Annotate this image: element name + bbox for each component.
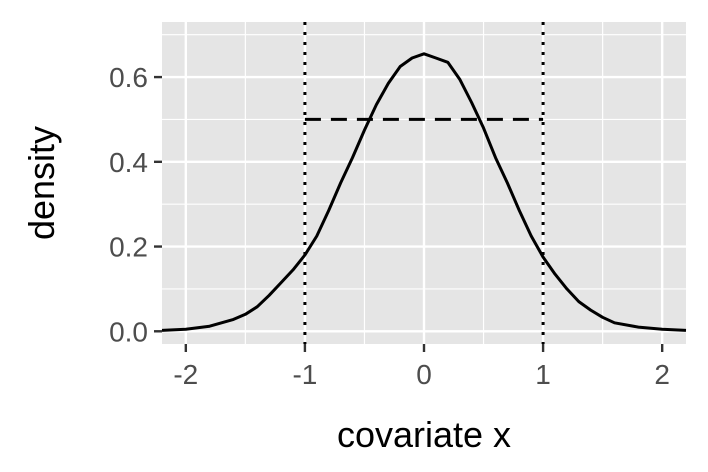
axes: -2 -1 0 1 2 0.0 0.2 0.4 0.6: [109, 62, 670, 390]
x-axis-title: covariate x: [337, 414, 511, 455]
y-tick-label: 0.2: [109, 232, 148, 263]
y-tick-label: 0.6: [109, 62, 148, 93]
y-tick-label: 0.4: [109, 147, 148, 178]
chart-marks: [161, 22, 687, 344]
y-tick-label: 0.0: [109, 316, 148, 347]
x-tick-label: 2: [654, 359, 670, 390]
density-curve: [161, 52, 687, 332]
y-axis-title: density: [21, 126, 62, 240]
x-tick-label: -2: [173, 359, 198, 390]
x-tick-label: 0: [416, 359, 432, 390]
x-tick-label: -1: [292, 359, 317, 390]
x-tick-label: 1: [535, 359, 551, 390]
